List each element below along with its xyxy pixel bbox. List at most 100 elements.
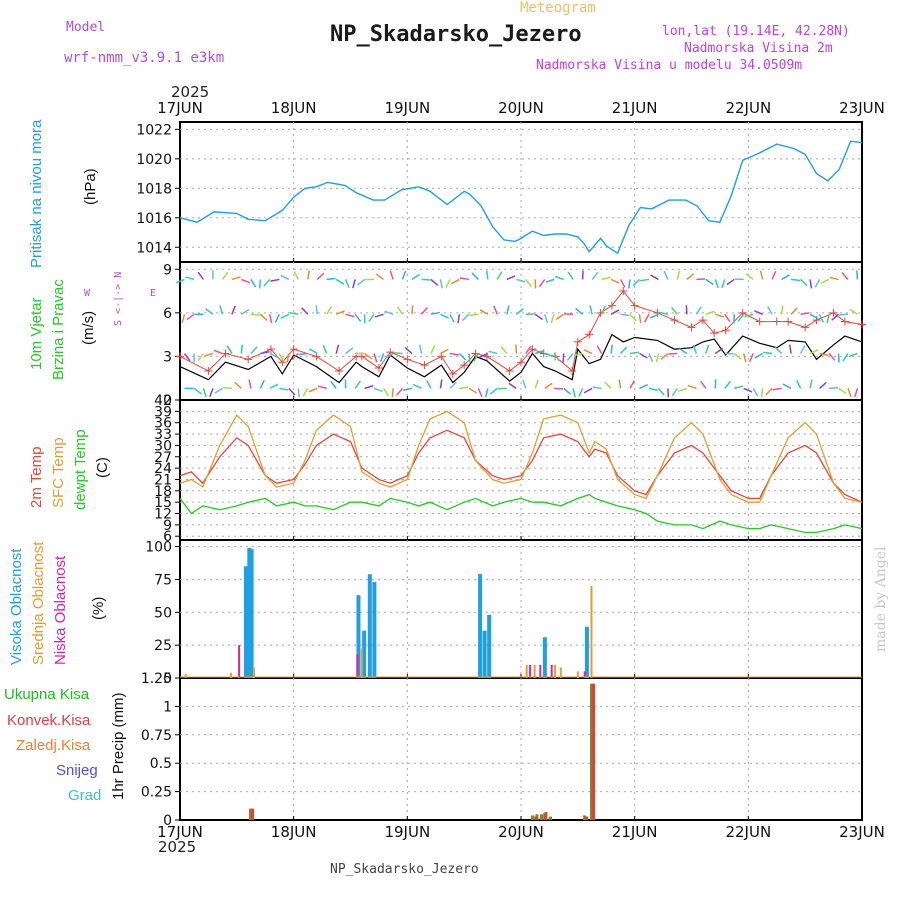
y-tick-label: 1 bbox=[163, 699, 172, 715]
wind-direction-arrow bbox=[469, 313, 479, 317]
grid-lines bbox=[180, 122, 862, 820]
y-tick-label: 0.5 bbox=[150, 756, 172, 772]
wind-direction-arrow bbox=[197, 271, 205, 280]
wind-direction-arrow bbox=[302, 387, 309, 397]
wind-direction-arrow bbox=[583, 349, 593, 355]
wind-direction-arrow bbox=[221, 271, 229, 280]
wind-direction-arrow bbox=[375, 273, 385, 281]
cloud-bar bbox=[249, 549, 254, 678]
wind-direction-arrow bbox=[204, 352, 214, 357]
precip-bar bbox=[251, 808, 255, 820]
wind-direction-arrow bbox=[748, 353, 754, 363]
y-tick-label: 33 bbox=[154, 427, 172, 443]
wind-gust-mark bbox=[289, 345, 298, 354]
y-tick-label: 1.25 bbox=[141, 671, 172, 687]
cloud-bar bbox=[554, 664, 557, 678]
wind-direction-arrow bbox=[393, 352, 403, 355]
wind-direction-arrow bbox=[426, 380, 432, 389]
wind-direction-arrow bbox=[231, 305, 236, 315]
wind-direction-arrow bbox=[420, 307, 428, 315]
wind-gust-mark bbox=[772, 317, 781, 326]
wind-direction-arrow bbox=[250, 313, 260, 316]
wind-direction-arrow bbox=[838, 313, 849, 316]
wind-direction-arrow bbox=[326, 306, 332, 315]
wind-direction-arrow bbox=[695, 306, 702, 315]
date-label-top: 17JUN bbox=[157, 99, 203, 117]
wind-direction-arrow bbox=[500, 346, 508, 354]
wind-gust-mark bbox=[840, 317, 849, 326]
wind-direction-arrow bbox=[820, 278, 830, 284]
wind-direction-arrow bbox=[209, 388, 214, 398]
wind-direction-arrow bbox=[545, 278, 555, 283]
wind-direction-arrow bbox=[726, 278, 735, 286]
wind-direction-arrow bbox=[610, 344, 614, 354]
date-label-top: 23JUN bbox=[839, 99, 885, 117]
y-tick-label: 1014 bbox=[136, 240, 172, 256]
cloud-bar bbox=[550, 664, 553, 678]
wind-direction-arrow bbox=[430, 311, 440, 316]
wind-direction-arrow bbox=[270, 278, 280, 282]
wind-direction-arrow bbox=[222, 386, 232, 390]
date-label-bottom: 22JUN bbox=[725, 823, 771, 841]
date-label-bottom: 23JUN bbox=[839, 823, 885, 841]
wind-direction-arrow bbox=[301, 307, 309, 315]
y-tick-label: 30 bbox=[154, 438, 172, 454]
lonlat: lon,lat (19.14E, 42.28N) bbox=[662, 24, 850, 39]
wind-direction-arrow bbox=[335, 278, 345, 285]
wind-direction-arrow bbox=[421, 278, 431, 281]
wind-direction-arrow bbox=[385, 352, 394, 360]
wind-direction-arrow bbox=[430, 345, 436, 354]
wind-direction-arrow bbox=[439, 279, 444, 289]
y-tick-label: 0 bbox=[163, 671, 172, 687]
wind-direction-arrow bbox=[471, 272, 479, 280]
wind-direction-arrow bbox=[828, 353, 836, 361]
wind-direction-arrow bbox=[831, 313, 839, 321]
wind-direction-arrow bbox=[289, 311, 299, 316]
wind-direction-arrow bbox=[373, 353, 378, 363]
wind-direction-arrow bbox=[733, 352, 742, 360]
wind-direction-arrow bbox=[449, 352, 459, 356]
wind-direction-arrow bbox=[202, 388, 207, 398]
wind-direction-arrow bbox=[322, 344, 328, 354]
wind-direction-arrow bbox=[724, 313, 731, 323]
wind-direction-arrow bbox=[553, 353, 560, 362]
precip-bar bbox=[248, 808, 252, 820]
wind-direction-arrow bbox=[578, 388, 584, 397]
wind-direction-arrow bbox=[648, 353, 654, 363]
wind-direction-arrow bbox=[219, 305, 224, 315]
cloud-bar bbox=[356, 654, 359, 678]
wind-direction-arrow bbox=[468, 387, 478, 394]
wind-gust-mark bbox=[420, 361, 429, 370]
wind-direction-arrow bbox=[771, 270, 777, 280]
wind-direction-arrow bbox=[563, 387, 572, 395]
wind-direction-arrow bbox=[493, 305, 498, 315]
y-tick-label: 9 bbox=[163, 518, 172, 534]
wind-gust-mark bbox=[460, 361, 469, 370]
wind-direction-arrow bbox=[468, 353, 471, 363]
wind-direction-arrow bbox=[260, 351, 270, 355]
wind-direction-arrow bbox=[379, 353, 385, 363]
wind-gust-mark bbox=[721, 326, 730, 335]
cloud-bar bbox=[487, 614, 492, 678]
wind-direction-arrow bbox=[534, 350, 545, 355]
wind-direction-arrow bbox=[279, 387, 289, 391]
date-label-top: 20JUN bbox=[498, 99, 544, 117]
wind-direction-arrow bbox=[657, 387, 665, 396]
wind-direction-arrow bbox=[226, 345, 233, 354]
cloud-bar bbox=[482, 630, 487, 678]
wind-direction-arrow bbox=[829, 276, 839, 281]
wind-gust-mark bbox=[448, 369, 457, 378]
wind-direction-arrow bbox=[705, 310, 715, 316]
wind-direction-arrow bbox=[259, 379, 265, 389]
wind-direction-arrow bbox=[632, 278, 640, 287]
wind-direction-arrow bbox=[648, 387, 658, 392]
precip-bar bbox=[589, 683, 593, 820]
data-marks bbox=[175, 140, 866, 820]
wind-gust-mark bbox=[568, 366, 577, 375]
cloud-bar bbox=[362, 630, 367, 678]
wind-direction-arrow bbox=[534, 379, 539, 389]
wind-direction-arrow bbox=[826, 314, 830, 324]
wind-direction-arrow bbox=[734, 385, 744, 390]
wind-gust-mark bbox=[858, 320, 866, 329]
